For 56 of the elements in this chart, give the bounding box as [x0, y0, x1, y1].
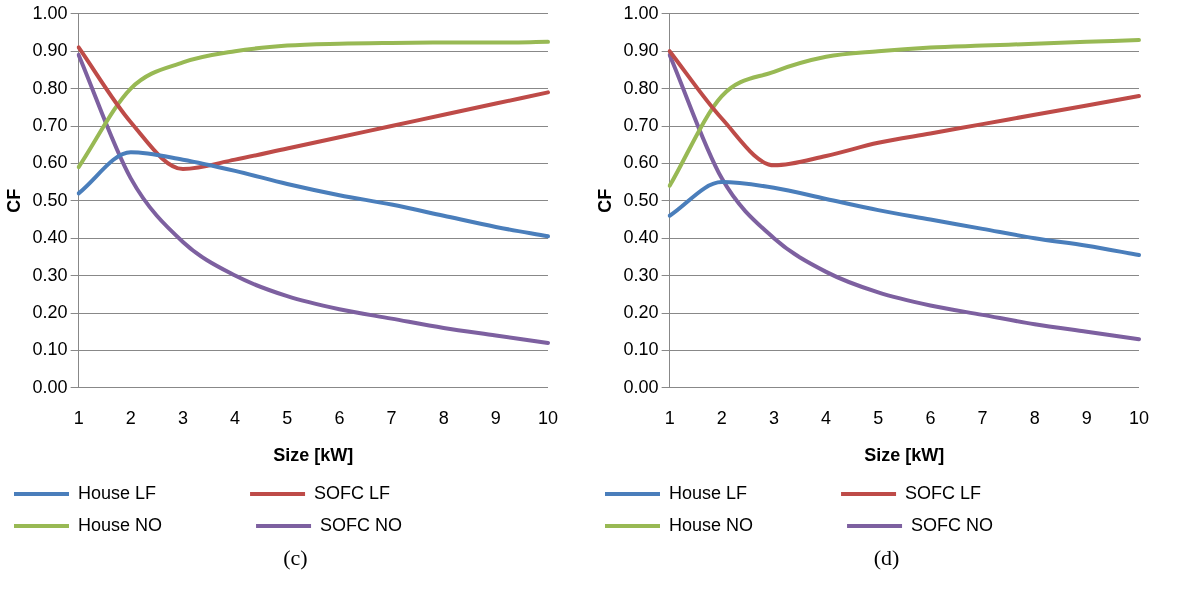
x-tick-label: 1 [664, 407, 675, 428]
y-tick-label: 0.90 [623, 40, 659, 61]
x-tick-label: 2 [716, 407, 727, 428]
legend-label: House LF [78, 482, 237, 503]
y-tick-label: 0.10 [32, 339, 68, 360]
y-tick-label: 0.60 [623, 152, 659, 173]
x-tick-label: 9 [490, 407, 501, 428]
x-tick-label: 1 [73, 407, 84, 428]
x-tick-label: 7 [977, 407, 988, 428]
y-tick-label: 1.00 [32, 2, 68, 23]
y-tick-label: 0.10 [623, 339, 659, 360]
y-tick-label: 0.20 [32, 301, 68, 322]
x-tick-label: 8 [438, 407, 449, 428]
legend-label: House NO [669, 514, 834, 535]
legend-label: SOFC LF [905, 482, 982, 503]
y-axis-title: CF [594, 188, 615, 213]
y-tick-label: 0.60 [32, 152, 68, 173]
x-tick-label: 10 [1128, 407, 1149, 428]
y-tick-label: 0.30 [32, 264, 68, 285]
x-tick-label: 3 [768, 407, 779, 428]
y-tick-label: 0.50 [623, 189, 659, 210]
x-tick-label: 4 [821, 407, 832, 428]
x-tick-label: 3 [177, 407, 188, 428]
y-axis-title: CF [3, 188, 24, 213]
legend-label: SOFC NO [911, 514, 994, 535]
y-tick-label: 0.40 [32, 227, 68, 248]
y-tick-label: 0.30 [623, 264, 659, 285]
x-tick-label: 10 [537, 407, 558, 428]
legend-label: SOFC NO [320, 514, 403, 535]
text: (c) [282, 545, 309, 571]
y-tick-label: 0.80 [623, 77, 659, 98]
legend-label: House NO [78, 514, 243, 535]
y-tick-label: 0.70 [32, 114, 68, 135]
x-tick-label: 8 [1029, 407, 1040, 428]
text: (d) [872, 545, 901, 571]
y-tick-label: 0.50 [32, 189, 68, 210]
x-axis-title: Size [kW] [864, 445, 945, 466]
y-tick-label: 0.00 [32, 376, 68, 397]
y-tick-label: 0.70 [623, 114, 659, 135]
legend-label: House LF [669, 482, 828, 503]
x-axis-title: Size [kW] [273, 445, 354, 466]
x-tick-label: 4 [230, 407, 241, 428]
y-tick-label: 0.00 [623, 376, 659, 397]
x-tick-label: 6 [334, 407, 345, 428]
y-tick-label: 0.90 [32, 40, 68, 61]
x-tick-label: 5 [282, 407, 293, 428]
x-tick-label: 5 [873, 407, 884, 428]
y-tick-label: 0.40 [623, 227, 659, 248]
x-tick-label: 6 [925, 407, 936, 428]
y-tick-label: 0.20 [623, 301, 659, 322]
x-tick-label: 9 [1081, 407, 1092, 428]
y-tick-label: 0.80 [32, 77, 68, 98]
y-tick-label: 1.00 [623, 2, 659, 23]
x-tick-label: 7 [386, 407, 397, 428]
legend-label: SOFC LF [314, 482, 391, 503]
x-tick-label: 2 [125, 407, 136, 428]
